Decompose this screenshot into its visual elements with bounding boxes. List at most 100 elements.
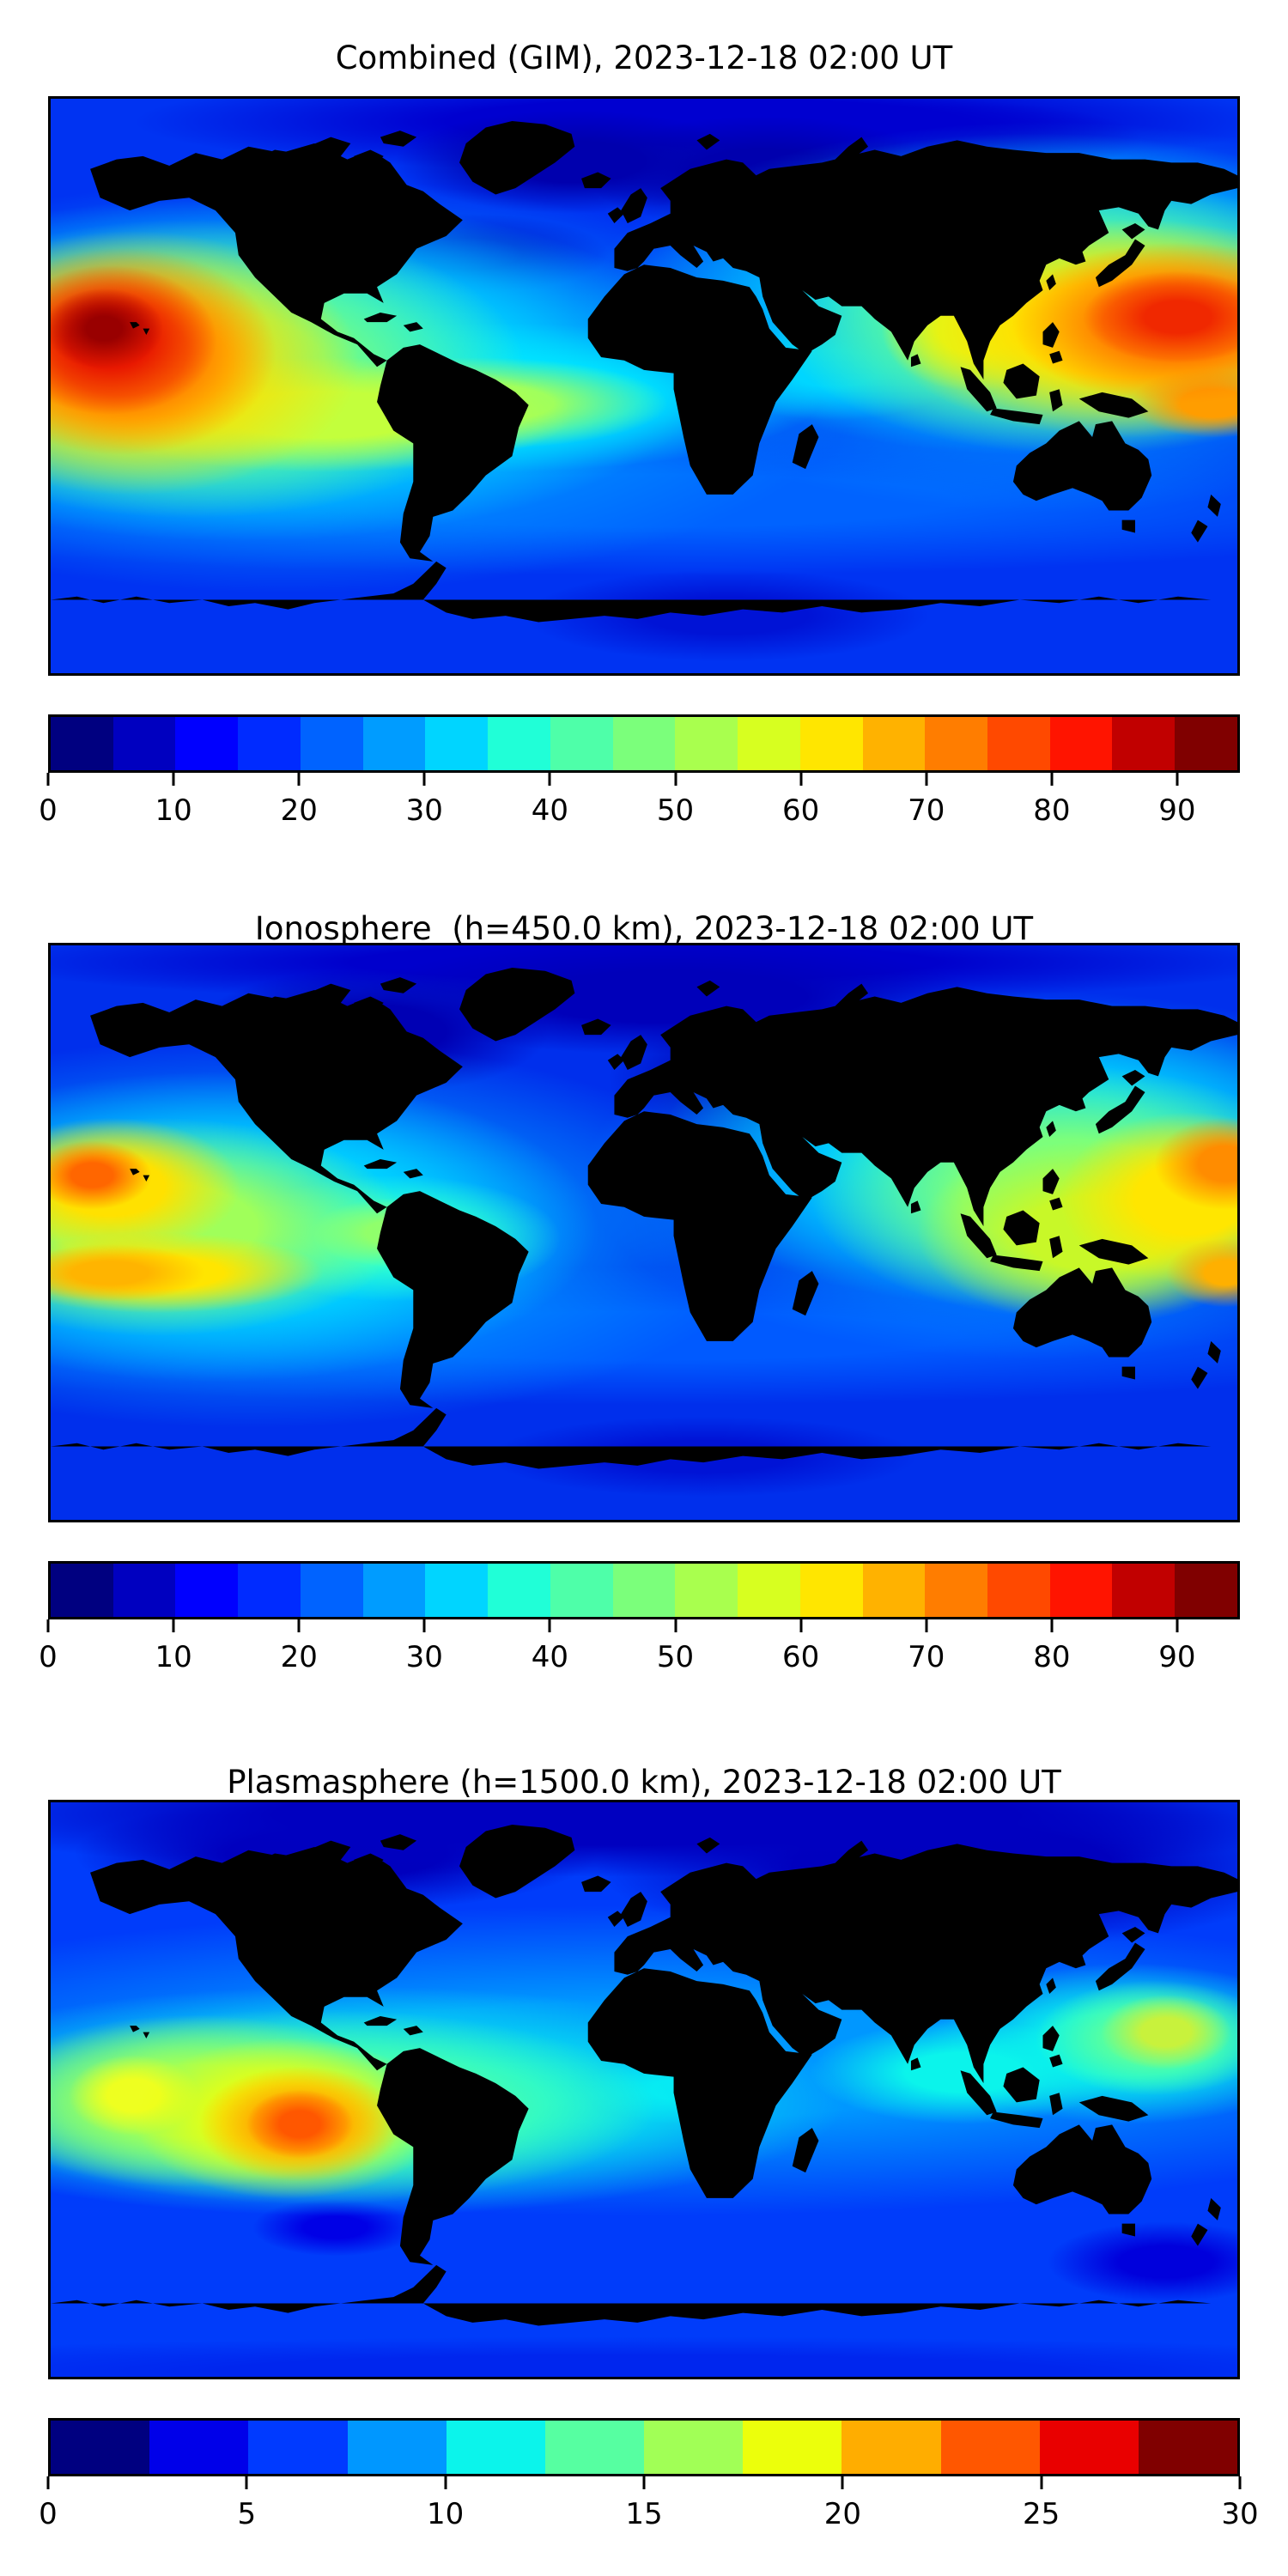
colorbar-tick-label: 60	[781, 793, 820, 828]
colorbar-segment	[799, 717, 863, 770]
colorbar-segment	[862, 1564, 926, 1617]
colorbar-segment	[738, 1564, 800, 1617]
colorbar-tick	[444, 2476, 447, 2489]
coastlines-overlay	[51, 121, 1237, 623]
colorbar-segment	[940, 2421, 1040, 2474]
colorbar-segment	[425, 717, 489, 770]
colorbar-tick-label: 30	[405, 1640, 443, 1674]
colorbar-segment	[738, 717, 800, 770]
colorbar-segment	[1112, 717, 1176, 770]
colorbar-label-row: 0 10 20 30 40 50 60 70 80 90	[39, 1638, 1240, 1678]
colorbar-tick-label: 50	[656, 1640, 695, 1674]
colorbar-tick	[46, 773, 50, 786]
colorbar-tick-label: 20	[823, 2497, 861, 2531]
colorbar-tick-label: 25	[1023, 2497, 1060, 2531]
colorbar-tick-label: 10	[427, 2497, 465, 2531]
colorbar-segment	[51, 1564, 113, 1617]
colorbar-tick	[674, 773, 677, 786]
colorbar-tick	[799, 1619, 803, 1632]
colorbar-segment	[238, 717, 301, 770]
colorbar-tick	[297, 1619, 301, 1632]
colorbar-tick-row	[46, 773, 1240, 787]
map-canvas	[48, 943, 1240, 1522]
colorbar-segment	[112, 1564, 176, 1617]
colorbar-tick-label: 70	[908, 1640, 945, 1674]
colorbar	[48, 1561, 1240, 1619]
colorbar-tick	[46, 2476, 50, 2489]
colorbar-tick	[1040, 2476, 1043, 2489]
colorbar-segment	[987, 1564, 1050, 1617]
colorbar-tick	[548, 1619, 551, 1632]
colorbar-segment	[612, 717, 676, 770]
colorbar-segment	[675, 1564, 738, 1617]
colorbar-tick-label: 50	[656, 793, 695, 828]
colorbar-segment	[1049, 1564, 1113, 1617]
colorbar-tick-label: 40	[531, 793, 569, 828]
colorbar-tick-row	[46, 1619, 1240, 1633]
colorbar-tick	[1176, 773, 1179, 786]
map-canvas	[48, 96, 1240, 676]
colorbar-segment	[925, 1564, 988, 1617]
colorbar-segment	[248, 2421, 348, 2474]
coastlines-overlay	[51, 968, 1237, 1469]
colorbar-segment	[362, 1564, 426, 1617]
colorbar-tick	[1050, 773, 1054, 786]
colorbar-tick-label: 0	[39, 2497, 58, 2531]
colorbar-tick	[422, 773, 426, 786]
colorbar-tick	[642, 2476, 646, 2489]
colorbar-tick-label: 30	[405, 793, 443, 828]
colorbar-tick-label: 0	[39, 1640, 58, 1674]
colorbar-tick-label: 30	[1221, 2497, 1259, 2531]
colorbar-segment	[1175, 717, 1237, 770]
colorbar-segment	[799, 1564, 863, 1617]
colorbar-tick	[1176, 1619, 1179, 1632]
colorbar-segment	[488, 1564, 550, 1617]
colorbar-segment	[1112, 1564, 1176, 1617]
colorbar-segment	[175, 1564, 239, 1617]
map-title: Combined (GIM), 2023-12-18 02:00 UT	[335, 39, 953, 76]
colorbar-segment	[362, 717, 426, 770]
colorbar	[48, 2418, 1240, 2476]
map-title: Plasmasphere (h=1500.0 km), 2023-12-18 0…	[227, 1763, 1061, 1801]
colorbar-segment	[612, 1564, 676, 1617]
colorbar-segment	[51, 2421, 150, 2474]
colorbar-tick-label: 20	[280, 1640, 318, 1674]
colorbar-segment	[1049, 717, 1113, 770]
colorbar-tick-label: 10	[155, 793, 192, 828]
coastlines-overlay	[51, 1825, 1237, 2326]
colorbar-tick-label: 90	[1158, 793, 1196, 828]
colorbar-tick-label: 40	[531, 1640, 569, 1674]
colorbar-segment	[1138, 2421, 1238, 2474]
colorbar-segment	[743, 2421, 842, 2474]
colorbar-tick-label: 10	[155, 1640, 192, 1674]
colorbar-tick-label: 70	[908, 793, 945, 828]
colorbar-segment	[841, 2421, 941, 2474]
colorbar-tick	[1050, 1619, 1054, 1632]
colorbar-segment	[347, 2421, 447, 2474]
colorbar-tick-label: 20	[280, 793, 318, 828]
colorbar-segment	[544, 2421, 645, 2474]
colorbar-tick	[674, 1619, 677, 1632]
colorbar-tick	[422, 1619, 426, 1632]
colorbar-segment	[488, 717, 550, 770]
colorbar-segment	[550, 1564, 613, 1617]
colorbar-segment	[112, 717, 176, 770]
colorbar-tick	[841, 2476, 844, 2489]
colorbar-tick	[548, 773, 551, 786]
colorbar-tick-label: 80	[1033, 793, 1071, 828]
colorbar-segment	[300, 1564, 363, 1617]
colorbar-segment	[987, 717, 1050, 770]
colorbar-segment	[300, 717, 363, 770]
colorbar-segment	[51, 717, 113, 770]
colorbar-label-row: 0 10 20 30 40 50 60 70 80 90	[39, 792, 1240, 831]
colorbar-segment	[644, 2421, 744, 2474]
colorbar-segment	[925, 717, 988, 770]
colorbar-segment	[175, 717, 239, 770]
colorbar-segment	[446, 2421, 545, 2474]
colorbar-tick	[925, 773, 928, 786]
colorbar-tick	[799, 773, 803, 786]
colorbar-segment	[1039, 2421, 1139, 2474]
map-title: Ionosphere (h=450.0 km), 2023-12-18 02:0…	[254, 909, 1034, 947]
colorbar-tick	[245, 2476, 248, 2489]
